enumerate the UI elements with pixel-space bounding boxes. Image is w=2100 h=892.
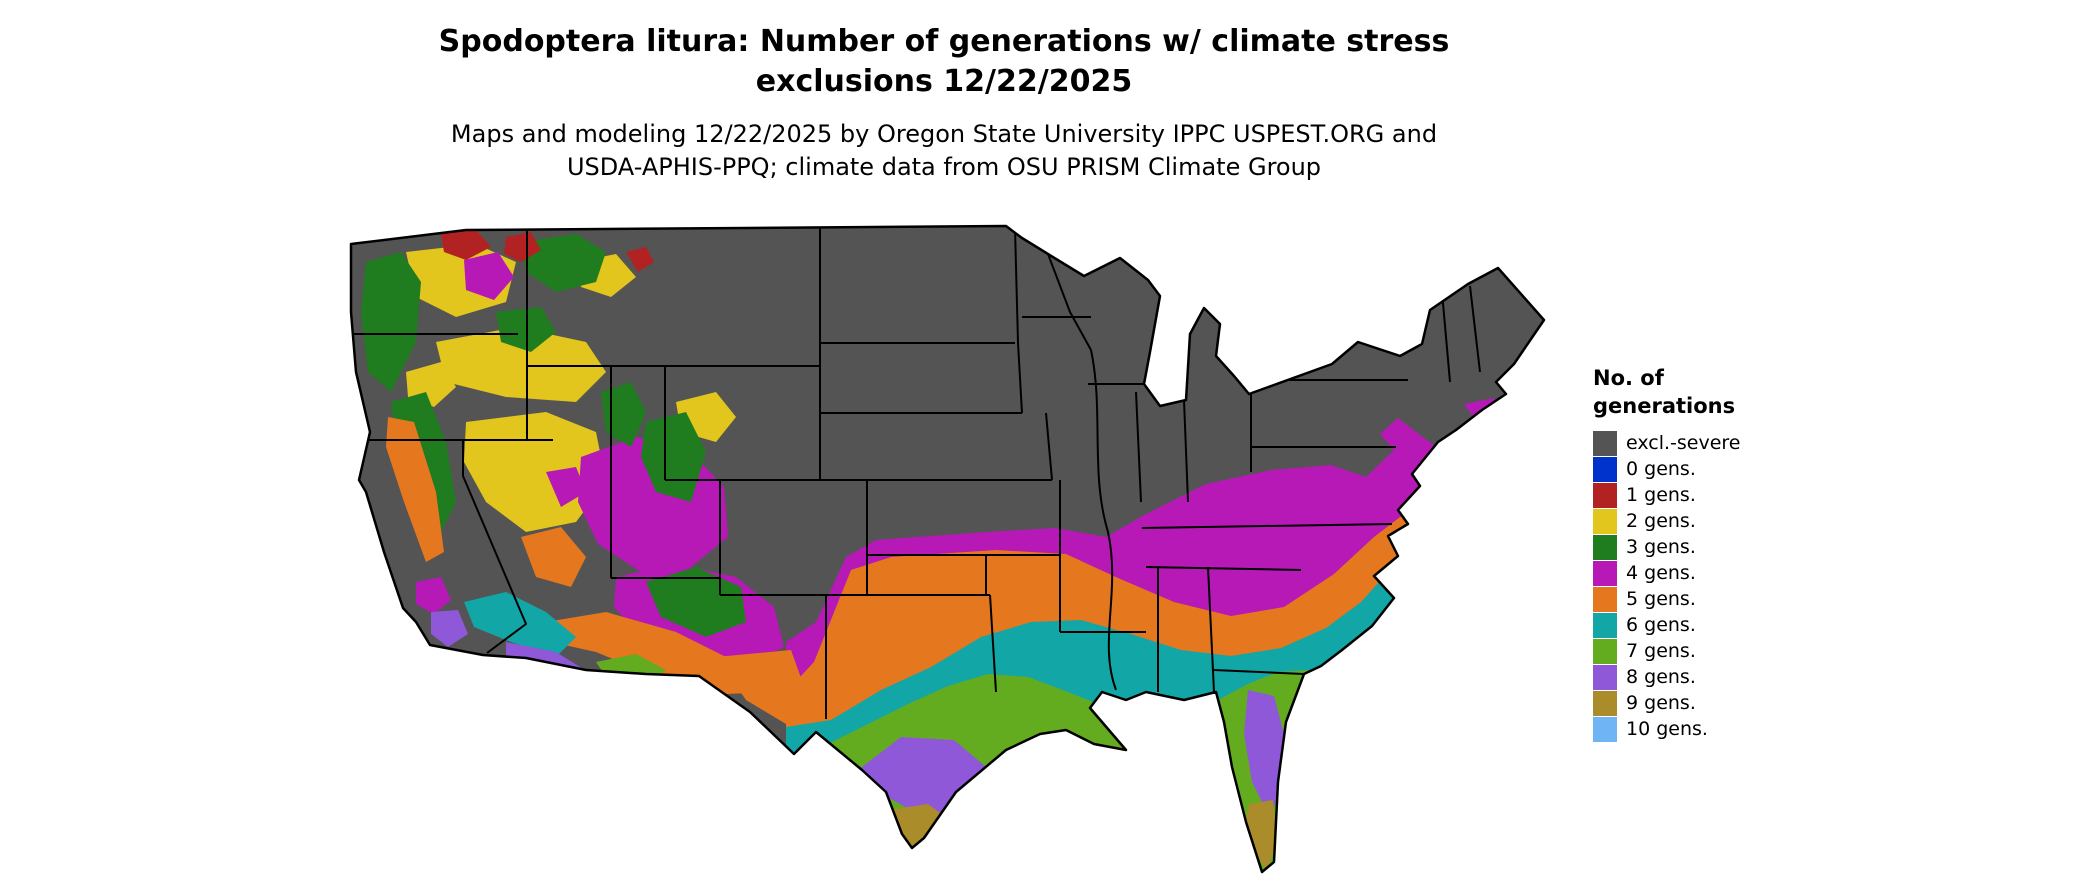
- legend-swatch: [1593, 716, 1617, 742]
- page-title: Spodoptera litura: Number of generations…: [0, 22, 1888, 102]
- map-layer-9-gens: [888, 800, 1277, 870]
- legend-label: excl.-severe: [1626, 432, 1741, 454]
- legend-item-2-gens: 2 gens.: [1593, 508, 1873, 534]
- legend-label: 1 gens.: [1626, 484, 1696, 506]
- legend-item-3-gens: 3 gens.: [1593, 534, 1873, 560]
- map-layer-10-gens: [1231, 871, 1237, 872]
- legend: No. of generations excl.-severe 0 gens. …: [1593, 364, 1873, 742]
- legend-swatch: [1593, 482, 1617, 508]
- legend-item-5-gens: 5 gens.: [1593, 586, 1873, 612]
- legend-label: 8 gens.: [1626, 666, 1696, 688]
- page-title-line2: exclusions 12/22/2025: [755, 64, 1133, 99]
- legend-item-6-gens: 6 gens.: [1593, 612, 1873, 638]
- subtitle-line1: Maps and modeling 12/22/2025 by Oregon S…: [450, 120, 1438, 148]
- subtitle-line2: USDA-APHIS-PPQ; climate data from OSU PR…: [566, 153, 1322, 181]
- legend-items: excl.-severe 0 gens. 1 gens. 2 gens. 3 g…: [1593, 430, 1873, 742]
- legend-item-1-gens: 1 gens.: [1593, 482, 1873, 508]
- subtitle: Maps and modeling 12/22/2025 by Oregon S…: [0, 118, 1888, 184]
- legend-swatch: [1593, 690, 1617, 716]
- legend-label: 2 gens.: [1626, 510, 1696, 532]
- legend-title-line2: generations: [1593, 394, 1736, 418]
- legend-item-10-gens: 10 gens.: [1593, 716, 1873, 742]
- legend-swatch: [1593, 534, 1617, 560]
- legend-item-4-gens: 4 gens.: [1593, 560, 1873, 586]
- legend-swatch: [1593, 664, 1617, 690]
- us-outline: [349, 224, 1546, 874]
- legend-swatch: [1593, 508, 1617, 534]
- legend-swatch: [1593, 456, 1617, 482]
- legend-swatch: [1593, 560, 1617, 586]
- legend-swatch: [1593, 586, 1617, 612]
- legend-title-line1: No. of: [1593, 366, 1664, 390]
- legend-swatch: [1593, 430, 1617, 456]
- map-layer-1-gens: [441, 230, 654, 272]
- legend-swatch: [1593, 612, 1617, 638]
- legend-item-9-gens: 9 gens.: [1593, 690, 1873, 716]
- legend-label: 0 gens.: [1626, 458, 1696, 480]
- legend-label: 4 gens.: [1626, 562, 1696, 584]
- legend-label: 3 gens.: [1626, 536, 1696, 558]
- legend-item-8-gens: 8 gens.: [1593, 664, 1873, 690]
- legend-label: 5 gens.: [1626, 588, 1696, 610]
- page-title-line1: Spodoptera litura: Number of generations…: [438, 24, 1450, 59]
- legend-label: 6 gens.: [1626, 614, 1696, 636]
- legend-swatch: [1593, 638, 1617, 664]
- legend-item-0-gens: 0 gens.: [1593, 456, 1873, 482]
- legend-label: 7 gens.: [1626, 640, 1696, 662]
- legend-label: 10 gens.: [1626, 718, 1708, 740]
- legend-item-7-gens: 7 gens.: [1593, 638, 1873, 664]
- legend-label: 9 gens.: [1626, 692, 1696, 714]
- legend-item-excl-severe: excl.-severe: [1593, 430, 1873, 456]
- us-generations-map: [349, 224, 1546, 874]
